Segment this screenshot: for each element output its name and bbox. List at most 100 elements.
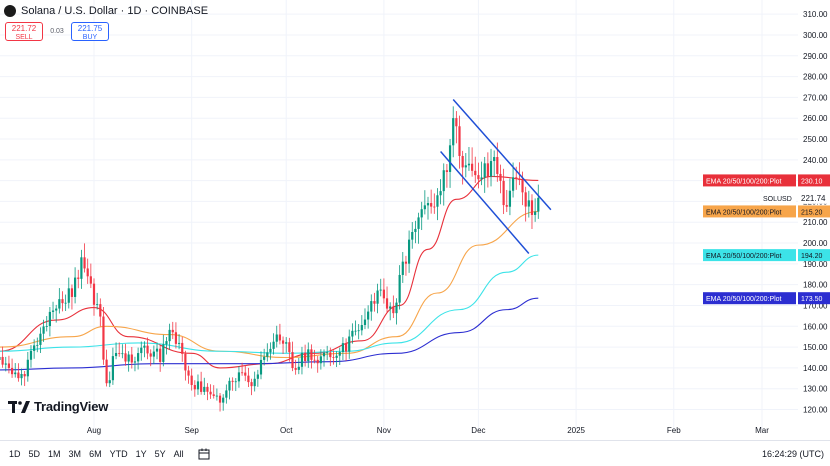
candle-body: [505, 205, 508, 207]
candle-body: [165, 341, 168, 345]
candle-body: [534, 211, 537, 215]
timeframe-all-button[interactable]: All: [173, 448, 184, 459]
candle-body: [508, 190, 512, 207]
candle-body: [398, 274, 401, 303]
tradingview-logo-icon: [8, 400, 30, 413]
x-tick-label: Dec: [471, 426, 485, 435]
symbol-price-value: 221.74: [801, 194, 826, 203]
candle-body: [392, 306, 395, 314]
candle-body: [389, 306, 392, 309]
candle-body: [310, 349, 313, 360]
ema-plot-value-bg: [798, 174, 830, 187]
time-axis[interactable]: Aug Sep Oct Nov Dec 2025 Feb Mar: [87, 426, 769, 435]
candle-body: [502, 180, 505, 206]
ema-200-line: [0, 297, 539, 371]
y-tick-label: 240.00: [803, 156, 828, 165]
x-tick-label: Mar: [755, 426, 769, 435]
candle-body: [486, 163, 489, 177]
tradingview-logo[interactable]: TradingView: [8, 399, 108, 414]
candle-body: [187, 370, 190, 376]
candle-body: [360, 325, 363, 331]
candle-body: [316, 359, 319, 364]
candle-body: [452, 118, 455, 146]
candle-body: [266, 352, 269, 357]
candle-body: [414, 228, 417, 233]
channel-line: [452, 98, 552, 211]
candle-body: [26, 359, 29, 377]
candle-body: [140, 347, 143, 354]
candle-body: [373, 301, 376, 304]
timeframe-6m-button[interactable]: 6M: [89, 448, 102, 459]
candle-body: [357, 330, 360, 332]
candle-body: [253, 378, 256, 387]
candle-body: [367, 311, 370, 320]
candle-body: [423, 205, 426, 210]
candle-body: [467, 163, 471, 166]
utc-clock[interactable]: 16:24:29 (UTC): [761, 448, 824, 459]
timeframe-3m-button[interactable]: 3M: [68, 448, 82, 459]
candle-body: [89, 276, 92, 284]
ema-plot-value: 230.10: [801, 178, 823, 185]
candle-body: [527, 200, 530, 207]
candle-body: [307, 349, 310, 362]
timeframe-5d-button[interactable]: 5D: [28, 448, 41, 459]
candle-body: [363, 319, 367, 326]
calendar-icon[interactable]: [198, 448, 210, 460]
candle-body: [171, 329, 174, 333]
candle-body: [524, 192, 527, 207]
candle-body: [73, 277, 77, 297]
candle-body: [99, 304, 102, 317]
candle-body: [228, 380, 231, 391]
candle-body: [351, 330, 354, 337]
candle-body: [55, 308, 58, 311]
sell-button[interactable]: 221.72 SELL: [5, 22, 43, 41]
candle-body: [14, 372, 17, 375]
candle-body: [143, 345, 146, 348]
timeframe-5y-button[interactable]: 5Y: [154, 448, 166, 459]
candle-body: [218, 395, 222, 403]
timeframe-1m-button[interactable]: 1M: [48, 448, 61, 459]
y-tick-label: 300.00: [803, 31, 828, 40]
candle-body: [382, 289, 385, 299]
candle-body: [111, 356, 115, 381]
candle-body: [288, 342, 291, 353]
timeframe-ytd-button[interactable]: YTD: [109, 448, 128, 459]
candle-body: [4, 363, 7, 365]
candle-body: [231, 380, 234, 382]
y-tick-label: 150.00: [803, 343, 828, 352]
y-tick-label: 260.00: [803, 114, 828, 123]
ema-plot-tag: EMA 20/50/100/200:Plot 230.10: [703, 174, 830, 187]
candle-body: [58, 299, 61, 309]
quote-panel: 221.72 SELL 0.03 221.75 BUY: [5, 22, 109, 41]
candle-body: [291, 352, 294, 369]
candle-body: [348, 336, 351, 352]
y-tick-label: 160.00: [803, 322, 828, 331]
channel-line: [440, 151, 530, 254]
x-tick-label: Oct: [280, 426, 293, 435]
ema-plot-tag-label: EMA 20/50/100/200:Plot: [706, 253, 782, 260]
candle-body: [385, 298, 389, 309]
candle-body: [127, 354, 130, 362]
candle-body: [240, 372, 244, 374]
candle-body: [407, 239, 411, 264]
candle-body: [193, 385, 196, 390]
candle-body: [190, 375, 193, 386]
timeframe-1y-button[interactable]: 1Y: [135, 448, 147, 459]
candle-body: [511, 177, 515, 191]
timeframe-1d-button[interactable]: 1D: [9, 448, 21, 459]
candle-body: [70, 288, 74, 297]
buy-button[interactable]: 221.75 BUY: [71, 22, 109, 41]
candle-body: [206, 386, 209, 392]
x-tick-label: Aug: [87, 426, 101, 435]
y-tick-label: 130.00: [803, 385, 828, 394]
candle-body: [455, 118, 458, 127]
candle-body: [92, 283, 96, 305]
candle-body: [313, 359, 316, 361]
symbol-value-bg: [798, 191, 830, 204]
price-chart[interactable]: 120.00 130.00 140.00 150.00 160.00 170.00 180.…: [0, 0, 830, 440]
symbol-title[interactable]: Solana / U.S. Dollar · 1D · COINBASE: [21, 5, 209, 17]
candle-body: [499, 173, 502, 181]
candle-body: [281, 340, 285, 344]
price-axis[interactable]: 120.00 130.00 140.00 150.00 160.00 170.00 180.…: [803, 10, 828, 414]
candle-body: [480, 177, 483, 180]
